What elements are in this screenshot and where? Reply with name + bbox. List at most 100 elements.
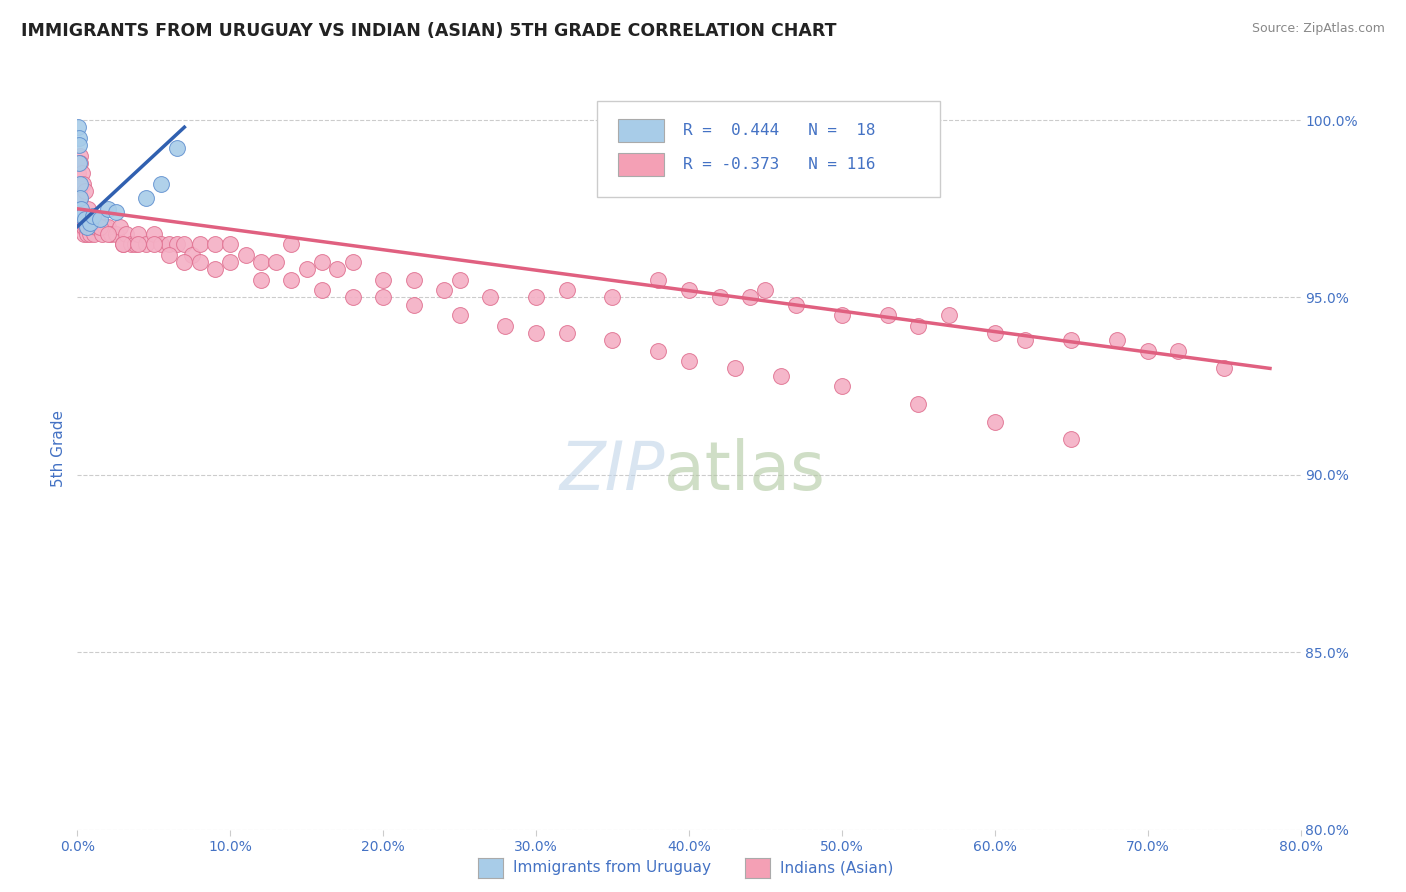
Point <box>67 166 90 180</box>
Point <box>135 237 157 252</box>
Point <box>73 212 96 227</box>
Point <box>97 227 120 241</box>
Point <box>82 209 104 223</box>
Point <box>70 209 93 223</box>
Point <box>120 237 142 252</box>
Point <box>67 184 90 198</box>
Point <box>104 205 127 219</box>
Point <box>555 326 578 340</box>
Point <box>67 155 90 169</box>
Point <box>67 120 90 135</box>
Point <box>108 219 131 234</box>
Text: Immigrants from Uruguay: Immigrants from Uruguay <box>513 861 711 875</box>
Point <box>907 397 929 411</box>
Point <box>67 191 90 205</box>
Text: atlas: atlas <box>665 438 825 504</box>
Text: R =  0.444   N =  18: R = 0.444 N = 18 <box>683 123 876 137</box>
Point <box>97 219 120 234</box>
Point <box>1060 333 1083 347</box>
Point <box>115 227 138 241</box>
Point <box>69 191 91 205</box>
Point <box>157 237 180 252</box>
Point <box>876 308 898 322</box>
Point <box>181 248 204 262</box>
Point <box>250 255 273 269</box>
Point <box>112 237 135 252</box>
Point <box>79 216 101 230</box>
Point <box>84 219 107 234</box>
Point <box>76 219 98 234</box>
Point <box>90 227 112 241</box>
Point <box>984 326 1007 340</box>
Point <box>342 290 364 304</box>
Point <box>371 273 394 287</box>
Bar <box>619 119 665 142</box>
Y-axis label: 5th Grade: 5th Grade <box>51 409 66 487</box>
Point <box>602 290 624 304</box>
Point <box>69 202 91 216</box>
Point <box>342 255 364 269</box>
Point <box>166 141 188 155</box>
Point <box>73 227 96 241</box>
Point <box>1014 333 1036 347</box>
Point <box>72 212 94 227</box>
Point <box>142 227 165 241</box>
Point <box>709 290 731 304</box>
Point <box>69 148 91 162</box>
Point <box>73 219 96 234</box>
Point <box>70 202 93 216</box>
Point <box>142 237 165 252</box>
Point <box>984 415 1007 429</box>
Point <box>150 177 173 191</box>
Point <box>754 284 776 298</box>
Point <box>371 290 394 304</box>
Point <box>73 184 96 198</box>
Text: R = -0.373   N = 116: R = -0.373 N = 116 <box>683 157 876 172</box>
Point <box>77 202 100 216</box>
Point <box>89 212 111 227</box>
Point <box>785 297 807 311</box>
Point <box>219 255 242 269</box>
Point <box>173 255 195 269</box>
Point <box>112 237 135 252</box>
Point <box>67 131 90 145</box>
Point <box>70 219 93 234</box>
Point <box>79 227 101 241</box>
Point <box>69 212 91 227</box>
Point <box>97 202 120 216</box>
Point <box>555 284 578 298</box>
Point <box>127 237 149 252</box>
Point <box>69 177 91 191</box>
Point <box>77 212 100 227</box>
Point <box>204 262 226 277</box>
Point <box>157 248 180 262</box>
Point <box>204 237 226 252</box>
Point <box>295 262 318 277</box>
Point <box>100 227 122 241</box>
Point <box>264 255 287 269</box>
Point <box>402 273 425 287</box>
Point <box>72 177 94 191</box>
Point <box>72 219 94 234</box>
Bar <box>619 153 665 176</box>
Point <box>831 308 853 322</box>
Point <box>326 262 349 277</box>
Point <box>647 273 669 287</box>
Point <box>94 219 117 234</box>
Point <box>150 237 173 252</box>
Point <box>104 227 127 241</box>
Point <box>250 273 273 287</box>
Point <box>938 308 960 322</box>
Point <box>724 361 747 376</box>
Point <box>311 284 333 298</box>
Point <box>89 219 111 234</box>
Point <box>449 308 471 322</box>
Point <box>1136 343 1159 358</box>
Point <box>280 237 302 252</box>
Point <box>83 227 105 241</box>
Point <box>219 237 242 252</box>
Point <box>86 212 108 227</box>
Text: IMMIGRANTS FROM URUGUAY VS INDIAN (ASIAN) 5TH GRADE CORRELATION CHART: IMMIGRANTS FROM URUGUAY VS INDIAN (ASIAN… <box>21 22 837 40</box>
Point <box>188 255 211 269</box>
Point <box>740 290 762 304</box>
